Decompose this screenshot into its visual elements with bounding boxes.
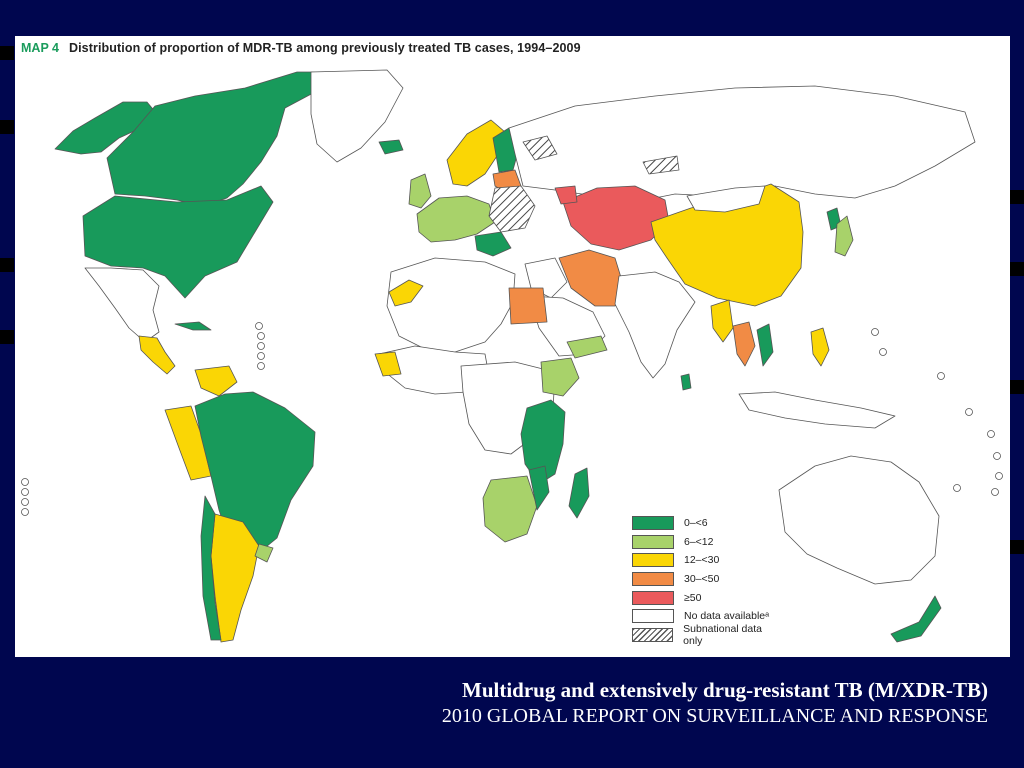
region-india[interactable]	[614, 271, 696, 379]
island-marker[interactable]	[879, 348, 887, 356]
map-panel: MAP 4 Distribution of proportion of MDR-…	[15, 36, 1010, 657]
region-ethiopia[interactable]	[540, 357, 580, 397]
slide-caption: Multidrug and extensively drug-resistant…	[442, 678, 988, 730]
legend-swatch	[632, 627, 674, 642]
region-mexico[interactable]	[84, 267, 160, 343]
region-canada[interactable]	[106, 71, 334, 207]
region-japan[interactable]	[834, 215, 854, 257]
island-marker[interactable]	[21, 508, 29, 516]
legend-swatch	[632, 572, 674, 587]
caption-title: Multidrug and extensively drug-resistant…	[462, 678, 988, 702]
region-madagascar[interactable]	[568, 467, 590, 519]
region-cuba[interactable]	[174, 321, 212, 331]
legend-label: 6–<12	[684, 535, 714, 548]
region-russia[interactable]	[508, 85, 976, 203]
island-marker[interactable]	[991, 488, 999, 496]
island-marker[interactable]	[995, 472, 1003, 480]
island-marker[interactable]	[871, 328, 879, 336]
legend-item: Subnational data only	[632, 622, 782, 647]
region-vietnam[interactable]	[756, 323, 774, 367]
region-uruguay[interactable]	[254, 543, 274, 563]
region-north-africa[interactable]	[386, 257, 516, 353]
region-balkans[interactable]	[474, 231, 512, 257]
region-yemen[interactable]	[566, 335, 608, 359]
map-title: Distribution of proportion of MDR-TB amo…	[68, 41, 581, 55]
island-marker[interactable]	[21, 498, 29, 506]
legend-item: ≥50	[632, 588, 782, 607]
slide-edge-stripe	[1010, 380, 1024, 394]
region-kazakhstan[interactable]	[562, 185, 670, 251]
slide-edge-stripe	[1010, 190, 1024, 204]
legend-label: Subnational data only	[683, 622, 762, 647]
region-central-america[interactable]	[138, 335, 176, 375]
region-brazil[interactable]	[194, 391, 316, 557]
legend-item: 30–<50	[632, 570, 782, 589]
map-legend: 0–<6 6–<12 12–<30 30–<50 ≥50 No data ava…	[632, 514, 782, 647]
region-caucasus[interactable]	[554, 185, 578, 205]
region-iran[interactable]	[558, 249, 624, 307]
region-new-zealand[interactable]	[890, 595, 942, 643]
slide-edge-stripe	[0, 120, 14, 134]
legend-item: 12–<30	[632, 551, 782, 570]
legend-item: 6–<12	[632, 533, 782, 552]
region-russia-hatch-east[interactable]	[642, 155, 680, 175]
island-marker[interactable]	[255, 322, 263, 330]
island-marker[interactable]	[257, 352, 265, 360]
legend-swatch	[632, 534, 674, 549]
slide-edge-stripe	[0, 258, 14, 272]
legend-item: 0–<6	[632, 514, 782, 533]
island-marker[interactable]	[257, 332, 265, 340]
region-uk[interactable]	[408, 173, 432, 209]
region-russia-hatch-west[interactable]	[522, 135, 558, 161]
region-myanmar[interactable]	[710, 299, 734, 343]
region-egypt[interactable]	[508, 287, 548, 325]
slide-edge-stripe	[0, 46, 14, 60]
region-mozambique[interactable]	[528, 465, 550, 511]
map-tag: MAP 4	[21, 41, 59, 55]
island-marker[interactable]	[965, 408, 973, 416]
legend-swatch	[632, 516, 674, 531]
legend-swatch	[632, 609, 674, 624]
legend-label: No data availableᵃ	[684, 610, 770, 623]
legend-label: 0–<6	[684, 517, 708, 530]
world-map	[21, 69, 1003, 643]
region-greenland[interactable]	[310, 69, 404, 163]
region-sri-lanka[interactable]	[680, 373, 692, 391]
region-morocco[interactable]	[388, 279, 424, 307]
region-thailand[interactable]	[732, 321, 756, 367]
island-marker[interactable]	[993, 452, 1001, 460]
legend-label: 30–<50	[684, 573, 720, 586]
region-australia[interactable]	[778, 455, 940, 585]
island-marker[interactable]	[987, 430, 995, 438]
island-marker[interactable]	[21, 478, 29, 486]
region-indonesia[interactable]	[738, 391, 896, 429]
map-header: MAP 4 Distribution of proportion of MDR-…	[21, 39, 581, 57]
region-eastern-europe[interactable]	[488, 185, 536, 233]
slide-edge-stripe	[0, 330, 14, 344]
region-southern-africa[interactable]	[482, 475, 538, 543]
region-usa[interactable]	[82, 185, 274, 299]
caption-subtitle: 2010 GLOBAL REPORT ON SURVEILLANCE AND R…	[441, 705, 988, 727]
legend-swatch	[632, 553, 674, 568]
region-western-europe[interactable]	[416, 195, 496, 243]
island-marker[interactable]	[953, 484, 961, 492]
island-marker[interactable]	[257, 362, 265, 370]
region-iceland[interactable]	[378, 139, 404, 155]
island-marker[interactable]	[937, 372, 945, 380]
legend-item: No data availableᵃ	[632, 607, 782, 626]
region-mongolia[interactable]	[686, 185, 766, 213]
region-venezuela[interactable]	[194, 365, 238, 397]
region-philippines[interactable]	[810, 327, 830, 367]
region-chile[interactable]	[200, 495, 222, 641]
island-marker[interactable]	[21, 488, 29, 496]
region-senegal[interactable]	[374, 351, 402, 377]
legend-label: 12–<30	[684, 554, 720, 567]
region-east-africa[interactable]	[520, 399, 566, 485]
island-marker[interactable]	[257, 342, 265, 350]
slide-edge-stripe	[1010, 540, 1024, 554]
legend-label: ≥50	[684, 591, 702, 604]
slide-edge-stripe	[1010, 262, 1024, 276]
legend-swatch	[632, 590, 674, 605]
